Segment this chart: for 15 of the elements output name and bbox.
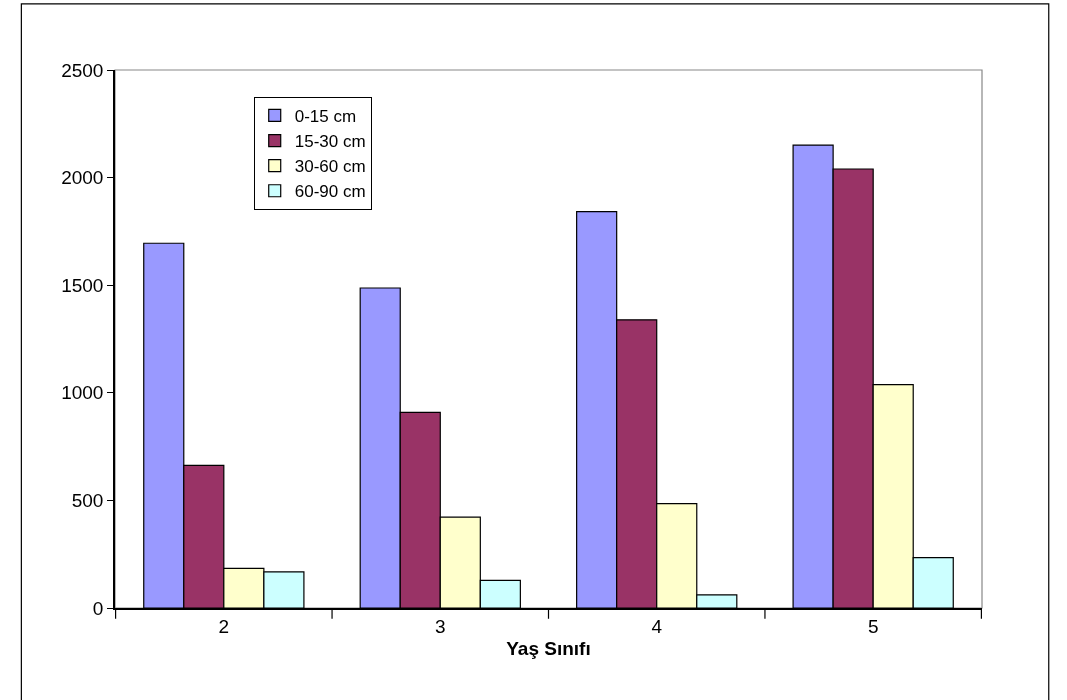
legend-label: 30-60 cm (294, 157, 366, 177)
y-tick-label: 0 (92, 597, 104, 619)
y-tick-label: 2000 (61, 167, 104, 189)
x-axis-title: Yaş Sınıfı (506, 637, 591, 659)
y-tick-label: 2500 (61, 59, 104, 81)
legend-label: 60-90 cm (294, 182, 366, 202)
y-tick-label: 500 (71, 490, 104, 512)
x-tick-label: 3 (434, 615, 446, 637)
x-tick-label: 4 (651, 615, 663, 637)
y-tick-label: 1500 (61, 274, 104, 296)
legend-label: 0-15 cm (294, 107, 357, 127)
y-tick-label: 1000 (61, 382, 104, 404)
x-tick-label: 5 (867, 615, 879, 637)
x-tick-label: 2 (218, 615, 230, 637)
legend-label: 15-30 cm (294, 132, 366, 152)
